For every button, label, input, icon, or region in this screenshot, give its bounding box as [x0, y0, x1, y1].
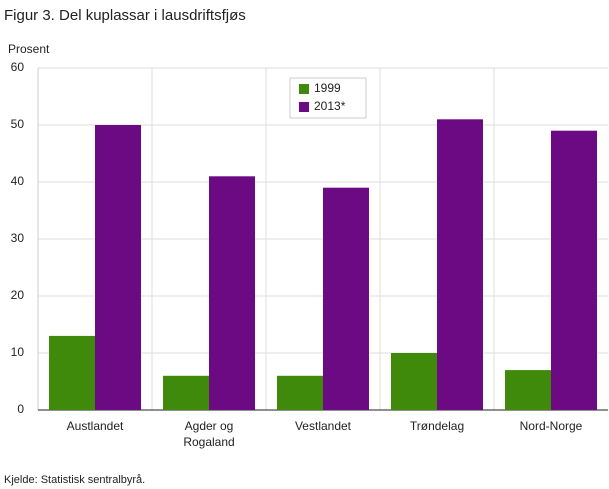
legend-swatch — [299, 84, 309, 94]
x-tick-label: Trøndelag — [409, 419, 465, 433]
legend-label: 2013* — [314, 99, 346, 113]
bar — [391, 353, 437, 410]
bar — [163, 375, 209, 410]
y-tick-label: 40 — [11, 174, 25, 188]
bar — [95, 125, 141, 410]
legend-swatch — [299, 102, 309, 112]
bar — [437, 119, 483, 411]
x-tick-label: Agder og Rogaland — [183, 419, 235, 449]
source: Kjelde: Statistisk sentralbyrå. — [4, 474, 145, 486]
bar — [505, 370, 551, 410]
y-tick-label: 10 — [11, 345, 25, 359]
y-tick-label: 0 — [17, 402, 24, 416]
y-tick-label: 20 — [11, 288, 25, 302]
bar — [277, 375, 323, 410]
x-tick-label: Austlandet — [66, 419, 124, 433]
chart-title: Figur 3. Del kuplassar i lausdriftsfjøs — [4, 7, 246, 24]
bar — [551, 130, 597, 410]
bar — [323, 187, 369, 410]
bar — [49, 335, 95, 410]
y-tick-label: 60 — [11, 60, 25, 74]
x-tick-label: Nord-Norge — [519, 419, 583, 433]
bar — [209, 176, 255, 410]
x-tick-label: Vestlandet — [294, 419, 352, 433]
y-tick-label: 50 — [11, 117, 25, 131]
legend-label: 1999 — [314, 81, 341, 95]
y-axis-label: Prosent — [8, 42, 50, 56]
y-tick-label: 30 — [11, 231, 25, 245]
